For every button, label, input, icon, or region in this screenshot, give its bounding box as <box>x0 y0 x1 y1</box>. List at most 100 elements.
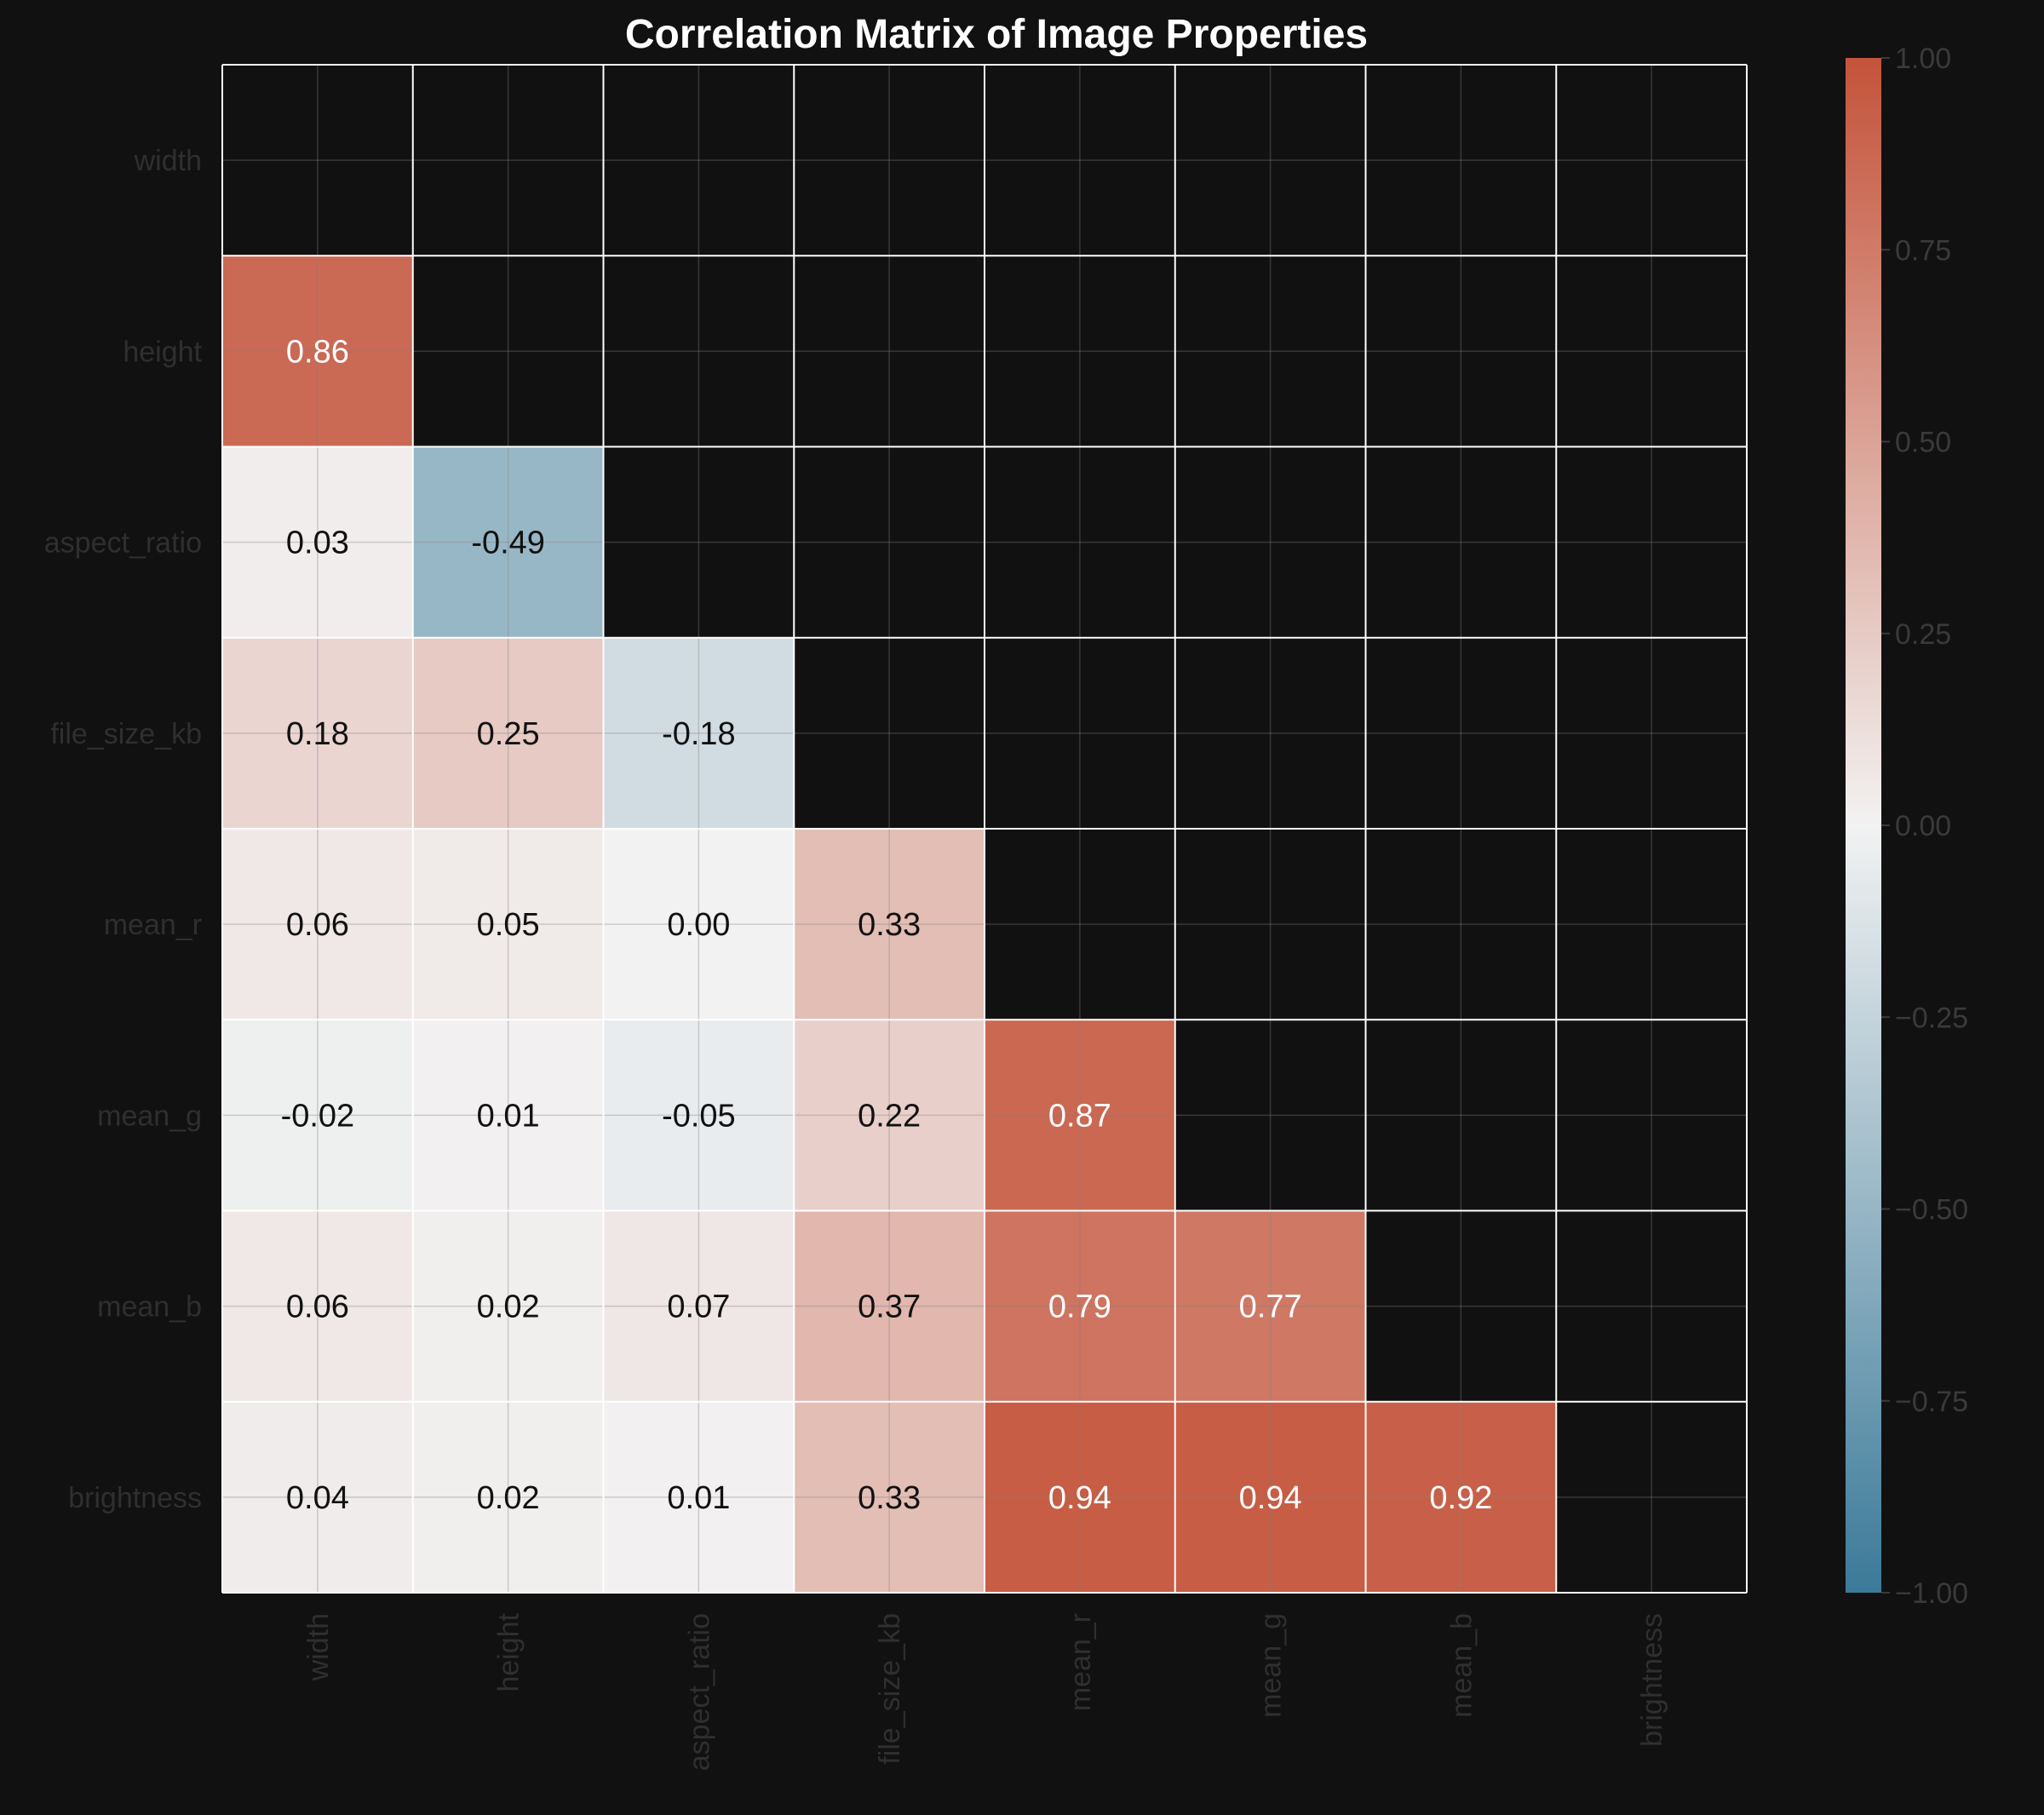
heatmap-cell-masked <box>1365 65 1557 256</box>
heatmap-cell-brightness-mean_b <box>1365 1401 1557 1593</box>
colorbar-tick-label: 0.00 <box>1895 810 1951 842</box>
heatmap-cell-masked <box>1556 256 1747 447</box>
y-tick-label: mean_r <box>104 909 202 941</box>
heatmap-cell-masked <box>985 446 1175 638</box>
heatmap-cell-masked <box>1556 1020 1747 1211</box>
heatmap-cell-brightness-file_size_kb <box>794 1401 985 1593</box>
heatmap-cell-masked <box>794 65 985 256</box>
heatmap-cell-masked <box>794 446 985 638</box>
heatmap-cell-masked <box>412 65 604 256</box>
heatmap-cell-mean_r-aspect_ratio <box>603 829 795 1020</box>
colorbar-gradient <box>1846 58 1881 1593</box>
heatmap-cell-masked <box>603 256 795 447</box>
heatmap-cell-masked <box>1365 1210 1557 1402</box>
chart-title: Correlation Matrix of Image Properties <box>625 12 1368 57</box>
cell-value-label: 0.01 <box>667 1480 730 1516</box>
heatmap-cell-file_size_kb-aspect_ratio <box>603 637 795 829</box>
heatmap-cell-masked <box>1365 256 1557 447</box>
heatmap-cell-masked <box>1365 1020 1557 1211</box>
cell-value-label: -0.18 <box>662 716 736 752</box>
heatmap-cell-masked <box>1365 446 1557 638</box>
colorbar-tick-label: 1.00 <box>1895 43 1951 75</box>
heatmap-cell-masked <box>1174 829 1366 1020</box>
cell-value-label: 0.77 <box>1239 1289 1302 1325</box>
x-tick-label: mean_g <box>1255 1613 1288 1718</box>
x-tick-label: width <box>302 1613 335 1681</box>
heatmap-cell-aspect_ratio-width <box>222 446 413 638</box>
heatmap-cell-mean_g-file_size_kb <box>794 1020 985 1211</box>
heatmap-cell-masked <box>1174 1020 1366 1211</box>
cell-value-label: 0.92 <box>1429 1480 1492 1516</box>
colorbar: −1.00 −0.75 −0.50 −0.25 0.00 0.25 0.50 0.75 1.00 <box>1846 43 1968 1610</box>
x-tick-label: mean_r <box>1065 1613 1097 1711</box>
cell-value-label: 0.02 <box>477 1480 540 1516</box>
heatmap-cell-masked <box>1556 65 1747 256</box>
heatmap-cells <box>222 65 1747 1593</box>
x-tick-label: height <box>493 1612 525 1692</box>
heatmap-cell-brightness-aspect_ratio <box>603 1401 795 1593</box>
heatmap-cell-mean_b-height <box>412 1210 604 1402</box>
heatmap-cell-masked <box>1365 637 1557 829</box>
cell-value-label: 0.00 <box>667 907 730 943</box>
y-tick-label: mean_b <box>97 1291 202 1324</box>
heatmap-cell-labels: 0.86 0.03 -0.49 0.18 0.25 -0.18 0.06 0.05 0.00 0.… <box>281 334 1493 1516</box>
x-axis-tick-labels: width height aspect_ratio file_size_kb mean_… <box>302 1612 1668 1771</box>
cell-value-label: 0.03 <box>286 526 349 561</box>
heatmap-cell-mean_g-height <box>412 1020 604 1211</box>
heatmap-cell-masked <box>1556 1210 1747 1402</box>
heatmap-cell-mean_b-file_size_kb <box>794 1210 985 1402</box>
cell-value-label: -0.49 <box>471 526 545 561</box>
heatmap-cell-masked <box>1556 637 1747 829</box>
cell-value-label: 0.25 <box>477 716 540 752</box>
heatmap-cell-masked <box>1174 446 1366 638</box>
heatmap-gridlines <box>221 64 1748 1594</box>
heatmap-cell-file_size_kb-width <box>222 637 413 829</box>
cell-value-label: 0.04 <box>286 1480 349 1516</box>
y-tick-label: height <box>123 336 202 368</box>
cell-value-label: 0.94 <box>1239 1480 1302 1516</box>
y-tick-label: aspect_ratio <box>44 527 202 560</box>
colorbar-tick-label: −0.50 <box>1895 1194 1968 1226</box>
heatmap-cell-masked <box>412 256 604 447</box>
heatmap-cell-aspect_ratio-height <box>412 446 604 638</box>
cell-value-label: 0.79 <box>1048 1289 1111 1325</box>
cell-value-label: 0.94 <box>1048 1480 1111 1516</box>
y-tick-label: brightness <box>68 1482 202 1514</box>
heatmap-cell-masked <box>985 65 1175 256</box>
colorbar-tick-label: −0.25 <box>1895 1002 1968 1034</box>
heatmap-cell-height-width <box>222 256 413 447</box>
cell-value-label: 0.87 <box>1048 1098 1111 1134</box>
cell-value-label: -0.02 <box>281 1098 355 1134</box>
heatmap-cell-masked <box>985 256 1175 447</box>
heatmap-cell-masked <box>1174 256 1366 447</box>
heatmap-cell-brightness-mean_g <box>1174 1401 1366 1593</box>
cell-value-label: 0.02 <box>477 1289 540 1325</box>
colorbar-tick-label: −1.00 <box>1895 1577 1968 1610</box>
cell-value-label: 0.07 <box>667 1289 730 1325</box>
cell-value-label: 0.01 <box>477 1098 540 1134</box>
cell-value-label: 0.33 <box>858 907 921 943</box>
heatmap-cell-mean_b-mean_r <box>985 1210 1175 1402</box>
heatmap-cell-masked <box>603 65 795 256</box>
heatmap-cell-masked <box>985 637 1175 829</box>
heatmap-cell-mean_r-file_size_kb <box>794 829 985 1020</box>
cell-value-label: 0.18 <box>286 716 349 752</box>
heatmap-cell-brightness-width <box>222 1401 413 1593</box>
cell-value-label: 0.86 <box>286 334 349 370</box>
cell-value-label: 0.05 <box>477 907 540 943</box>
heatmap-cell-mean_r-height <box>412 829 604 1020</box>
cell-value-label: 0.22 <box>858 1098 921 1134</box>
heatmap-cell-masked <box>1556 446 1747 638</box>
cell-value-label: 0.06 <box>286 1289 349 1325</box>
heatmap-cell-mean_r-width <box>222 829 413 1020</box>
colorbar-tick-label: 0.75 <box>1895 234 1951 267</box>
heatmap-cell-masked <box>1174 637 1366 829</box>
heatmap-cell-mean_b-mean_g <box>1174 1210 1366 1402</box>
heatmap-cell-brightness-mean_r <box>985 1401 1175 1593</box>
colorbar-tick-label: 0.50 <box>1895 427 1951 459</box>
cell-value-label: 0.37 <box>858 1289 921 1325</box>
heatmap-cell-mean_g-aspect_ratio <box>603 1020 795 1211</box>
x-tick-label: brightness <box>1636 1613 1668 1747</box>
